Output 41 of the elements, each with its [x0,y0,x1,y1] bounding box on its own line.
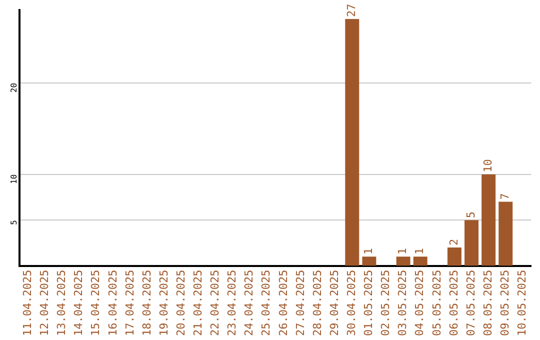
data-label: 5 [464,211,478,218]
x-tick-label: 24.04.2025 [242,270,256,336]
x-tick-label: 22.04.2025 [208,270,222,336]
x-tick-label: 26.04.2025 [276,270,290,336]
x-tick-label: 03.05.2025 [396,270,410,336]
x-tick-label: 18.04.2025 [140,270,154,336]
x-tick-label: 08.05.2025 [481,270,494,336]
data-label: 1 [362,248,376,255]
x-tick-label: 14.04.2025 [72,270,86,336]
data-label: 1 [396,248,410,255]
x-tick-label: 27.04.2025 [294,270,307,336]
x-tick-label: 06.05.2025 [447,270,460,336]
data-label: 1 [413,248,426,255]
x-tick-label: 23.04.2025 [226,270,239,336]
x-tick-label: 17.04.2025 [123,270,136,336]
x-tick-label: 13.04.2025 [55,270,68,336]
x-tick-label: 04.05.2025 [413,270,426,336]
x-tick-label: 09.05.2025 [498,270,512,336]
x-tick-label: 12.04.2025 [38,270,52,336]
x-tick-label: 01.05.2025 [362,270,376,336]
y-tick-label: 5 [10,220,19,225]
x-tick-label: 21.04.2025 [192,270,205,336]
x-tick-label: 25.04.2025 [260,270,273,336]
x-tick-label: 07.05.2025 [464,270,478,336]
x-tick-label: 16.04.2025 [106,270,120,336]
y-tick-label: 10 [10,174,19,184]
x-tick-label: 28.04.2025 [310,270,324,336]
x-tick-label: 30.04.2025 [344,270,358,336]
x-tick-label: 29.04.2025 [328,270,341,336]
x-tick-label: 02.05.2025 [379,270,392,336]
x-tick-label: 10.05.2025 [516,270,529,336]
x-tick-label: 15.04.2025 [89,270,102,336]
data-label: 2 [447,238,460,246]
y-tick-label: 20 [10,82,19,93]
data-label: 10 [481,159,494,172]
x-tick-label: 19.04.2025 [157,270,170,336]
x-tick-label: 11.04.2025 [20,270,34,336]
data-label: 7 [498,193,512,200]
data-label: 27 [344,4,358,17]
x-tick-label: 05.05.2025 [430,270,444,336]
x-tick-label: 20.04.2025 [174,270,188,336]
